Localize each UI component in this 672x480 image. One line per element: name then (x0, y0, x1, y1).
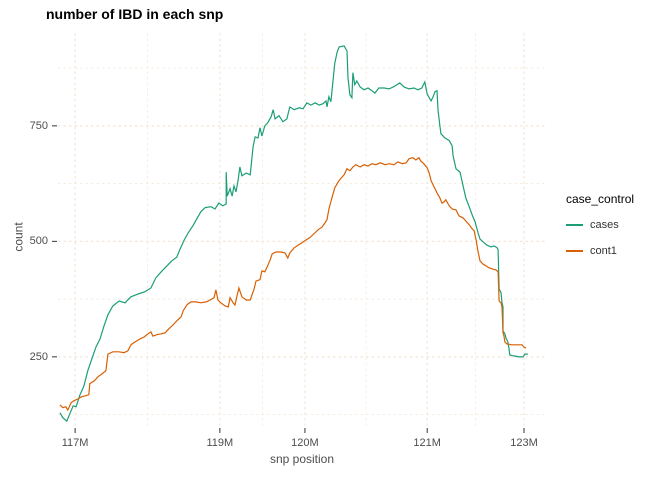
x-tick-label-123m: 123M (510, 437, 538, 449)
y-axis-title: count (11, 222, 26, 252)
x-tick-label-121m: 121M (413, 437, 441, 449)
legend-label-cont1: cont1 (590, 244, 617, 257)
y-tick-label-250: 250 (29, 350, 48, 363)
cont1-line-swatch (566, 249, 583, 252)
x-axis-title: snp position (269, 452, 335, 466)
y-tick-label-750: 750 (29, 119, 48, 132)
cases-line-swatch (566, 223, 583, 226)
legend-item-cont1: cont1 (566, 242, 634, 259)
legend: case_control cases cont1 (566, 192, 634, 268)
x-tick-label-120m: 120M (291, 437, 319, 449)
legend-item-cases: cases (566, 216, 634, 233)
legend-label-cases: cases (590, 218, 619, 231)
y-tick-label-500: 500 (29, 235, 48, 248)
cases-line (59, 45, 528, 423)
chart-title: number of IBD in each snp (46, 6, 224, 22)
legend-title: case_control (566, 192, 635, 206)
x-tick-label-119m: 119M (206, 437, 234, 449)
x-tick-label-117m: 117M (61, 437, 89, 449)
cont1-line (59, 156, 527, 412)
